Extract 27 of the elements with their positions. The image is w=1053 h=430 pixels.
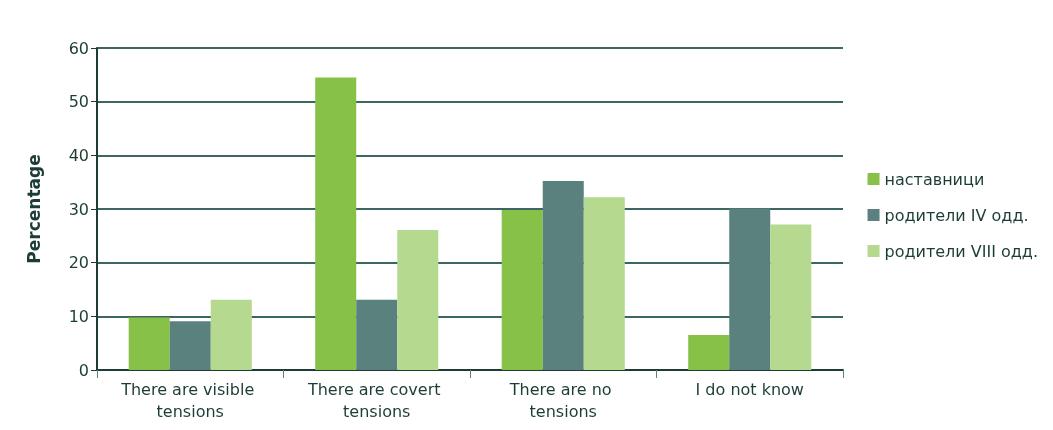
y-axis-title: Percentage [23,154,44,264]
bar [356,299,398,370]
bar [542,181,584,370]
bar [729,208,771,370]
bar [688,335,730,370]
x-tick-label: I do not know [695,379,804,399]
bar [210,299,252,370]
legend-label: наставници [884,169,985,189]
legend-label: родители IV одд. [884,205,1029,225]
x-tick-label: There are visible tensions [120,379,260,421]
bar [169,321,211,370]
x-tick-label: There are covert tensions [306,379,446,421]
bar [583,197,625,370]
bar [501,210,543,370]
y-tick-label: 50 [68,92,89,112]
bar [397,229,439,370]
y-tick-label: 20 [68,253,89,273]
y-tick-label: 10 [68,306,89,326]
y-tick-label: 60 [68,38,89,58]
y-tick-label: 0 [78,360,89,380]
y-tick-label: 30 [68,199,89,219]
legend-label: родители VIII одд. [884,241,1038,261]
bar [770,224,812,370]
y-tick-label: 40 [68,145,89,165]
x-tick-label: There are no tensions [508,379,617,421]
bar [128,317,170,370]
bar [315,77,357,370]
